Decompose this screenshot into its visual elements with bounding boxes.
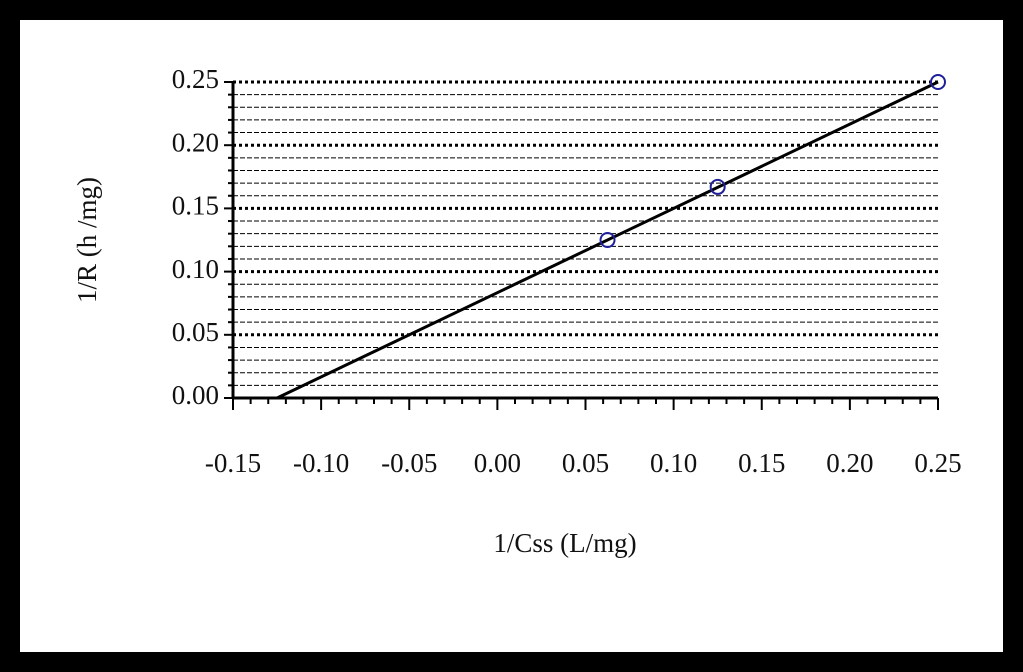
x-tick-label: -0.05 bbox=[381, 448, 437, 478]
x-tick-label: -0.10 bbox=[293, 448, 349, 478]
x-tick-label: 0.05 bbox=[562, 448, 609, 478]
x-tick-label: 0.00 bbox=[474, 448, 521, 478]
y-tick-label: 0.10 bbox=[172, 254, 219, 284]
y-tick-label: 0.15 bbox=[172, 191, 219, 221]
y-tick-label: 0.25 bbox=[172, 64, 219, 94]
x-axis-title: 1/Css (L/mg) bbox=[493, 528, 636, 558]
y-tick-label: 0.05 bbox=[172, 317, 219, 347]
x-tick-label: 0.10 bbox=[650, 448, 697, 478]
x-tick-label: 0.25 bbox=[914, 448, 961, 478]
x-tick-label: 0.15 bbox=[738, 448, 785, 478]
fit-line bbox=[276, 80, 939, 400]
point bbox=[599, 232, 616, 248]
y-axis-title: 1/R (h /mg) bbox=[72, 177, 102, 303]
point bbox=[709, 178, 726, 195]
x-tick-label: 0.20 bbox=[826, 448, 873, 478]
y-tick-label: 0.20 bbox=[172, 127, 219, 157]
point bbox=[930, 74, 946, 90]
y-tick-label: 0.00 bbox=[172, 380, 219, 410]
x-tick-label: -0.15 bbox=[205, 448, 261, 478]
